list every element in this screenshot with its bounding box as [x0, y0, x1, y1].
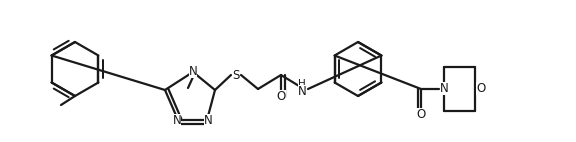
Text: N: N	[298, 84, 306, 98]
Text: O: O	[276, 89, 286, 103]
Text: N: N	[439, 82, 448, 94]
Text: O: O	[416, 107, 426, 121]
Text: O: O	[476, 82, 486, 94]
Text: N: N	[188, 64, 198, 78]
Text: H: H	[298, 79, 306, 89]
Text: N: N	[204, 113, 213, 127]
Text: N: N	[173, 113, 181, 127]
Text: S: S	[232, 68, 240, 82]
